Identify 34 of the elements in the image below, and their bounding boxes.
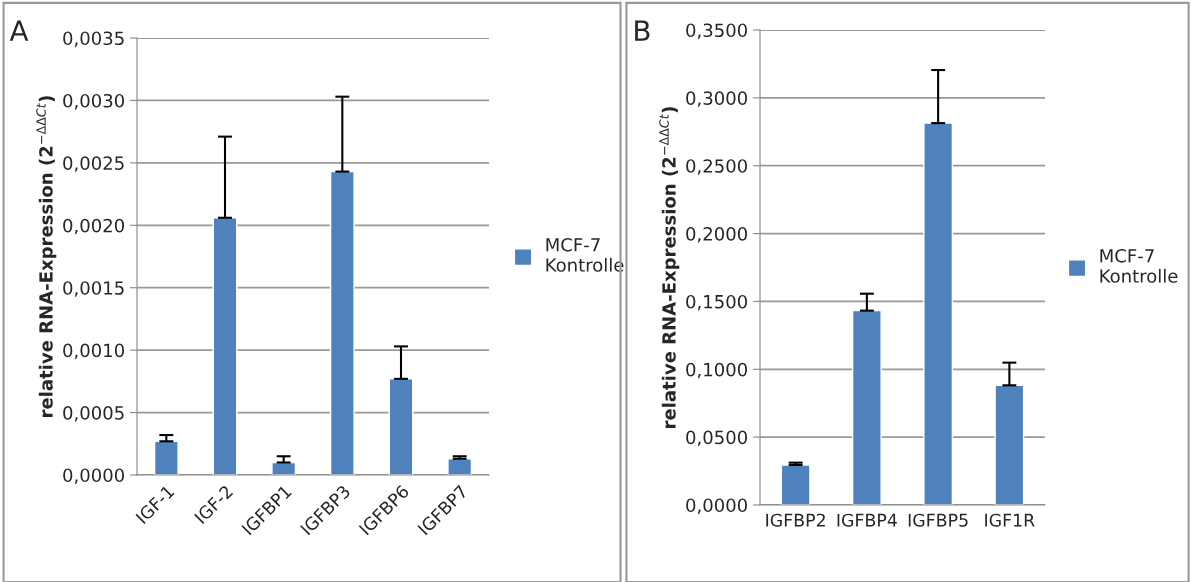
x-tick-label: IGFBP2 [766, 513, 825, 527]
y-tick-label: 0,2000 [686, 227, 747, 243]
bar [923, 122, 954, 505]
bar [851, 309, 882, 505]
y-tick-label: 0,3000 [686, 91, 747, 107]
y-tick-label: 0,0000 [686, 498, 747, 514]
x-tick-label: IGFBP5 [908, 513, 968, 527]
y-tick-label: 0,0030 [63, 93, 124, 110]
y-tick-label: 0,0500 [686, 430, 747, 447]
y-tick-label: 0,2500 [686, 159, 747, 175]
x-tick-label: IGFBP4 [837, 513, 897, 527]
y-tick-label: 0,0005 [63, 406, 124, 422]
bar [212, 217, 238, 475]
bar [388, 378, 414, 475]
y-tick-label: 0,0020 [63, 218, 124, 235]
y-tick-label: 0,3500 [686, 23, 747, 39]
y-tick-label: 0,0025 [63, 156, 124, 172]
y-tick-label: 0,1000 [686, 362, 747, 379]
y-tick-label: 0,0035 [63, 31, 124, 47]
bar [153, 440, 179, 475]
text: B [635, 20, 650, 41]
x-tick-label: IGF1R [985, 513, 1035, 527]
y-tick-label: 0,0010 [63, 343, 124, 360]
bar [994, 384, 1025, 505]
y-tick-label: 0,0015 [63, 281, 124, 297]
bar [780, 464, 811, 505]
bar [329, 170, 355, 475]
text: A [9, 20, 29, 41]
y-tick-label: 0,0000 [63, 468, 124, 484]
legend-label: MCF-7 Kontrolle [1100, 248, 1178, 283]
y-tick-label: 0,1500 [686, 294, 747, 311]
y-axis-title: relative RNA-Expression (2$^{−ΔΔCt}$) [36, 96, 57, 417]
y-axis-title: relative RNA-Expression (2$^{−ΔΔCt}$) [659, 107, 680, 428]
legend-label: MCF-7 Kontrolle [546, 237, 624, 272]
